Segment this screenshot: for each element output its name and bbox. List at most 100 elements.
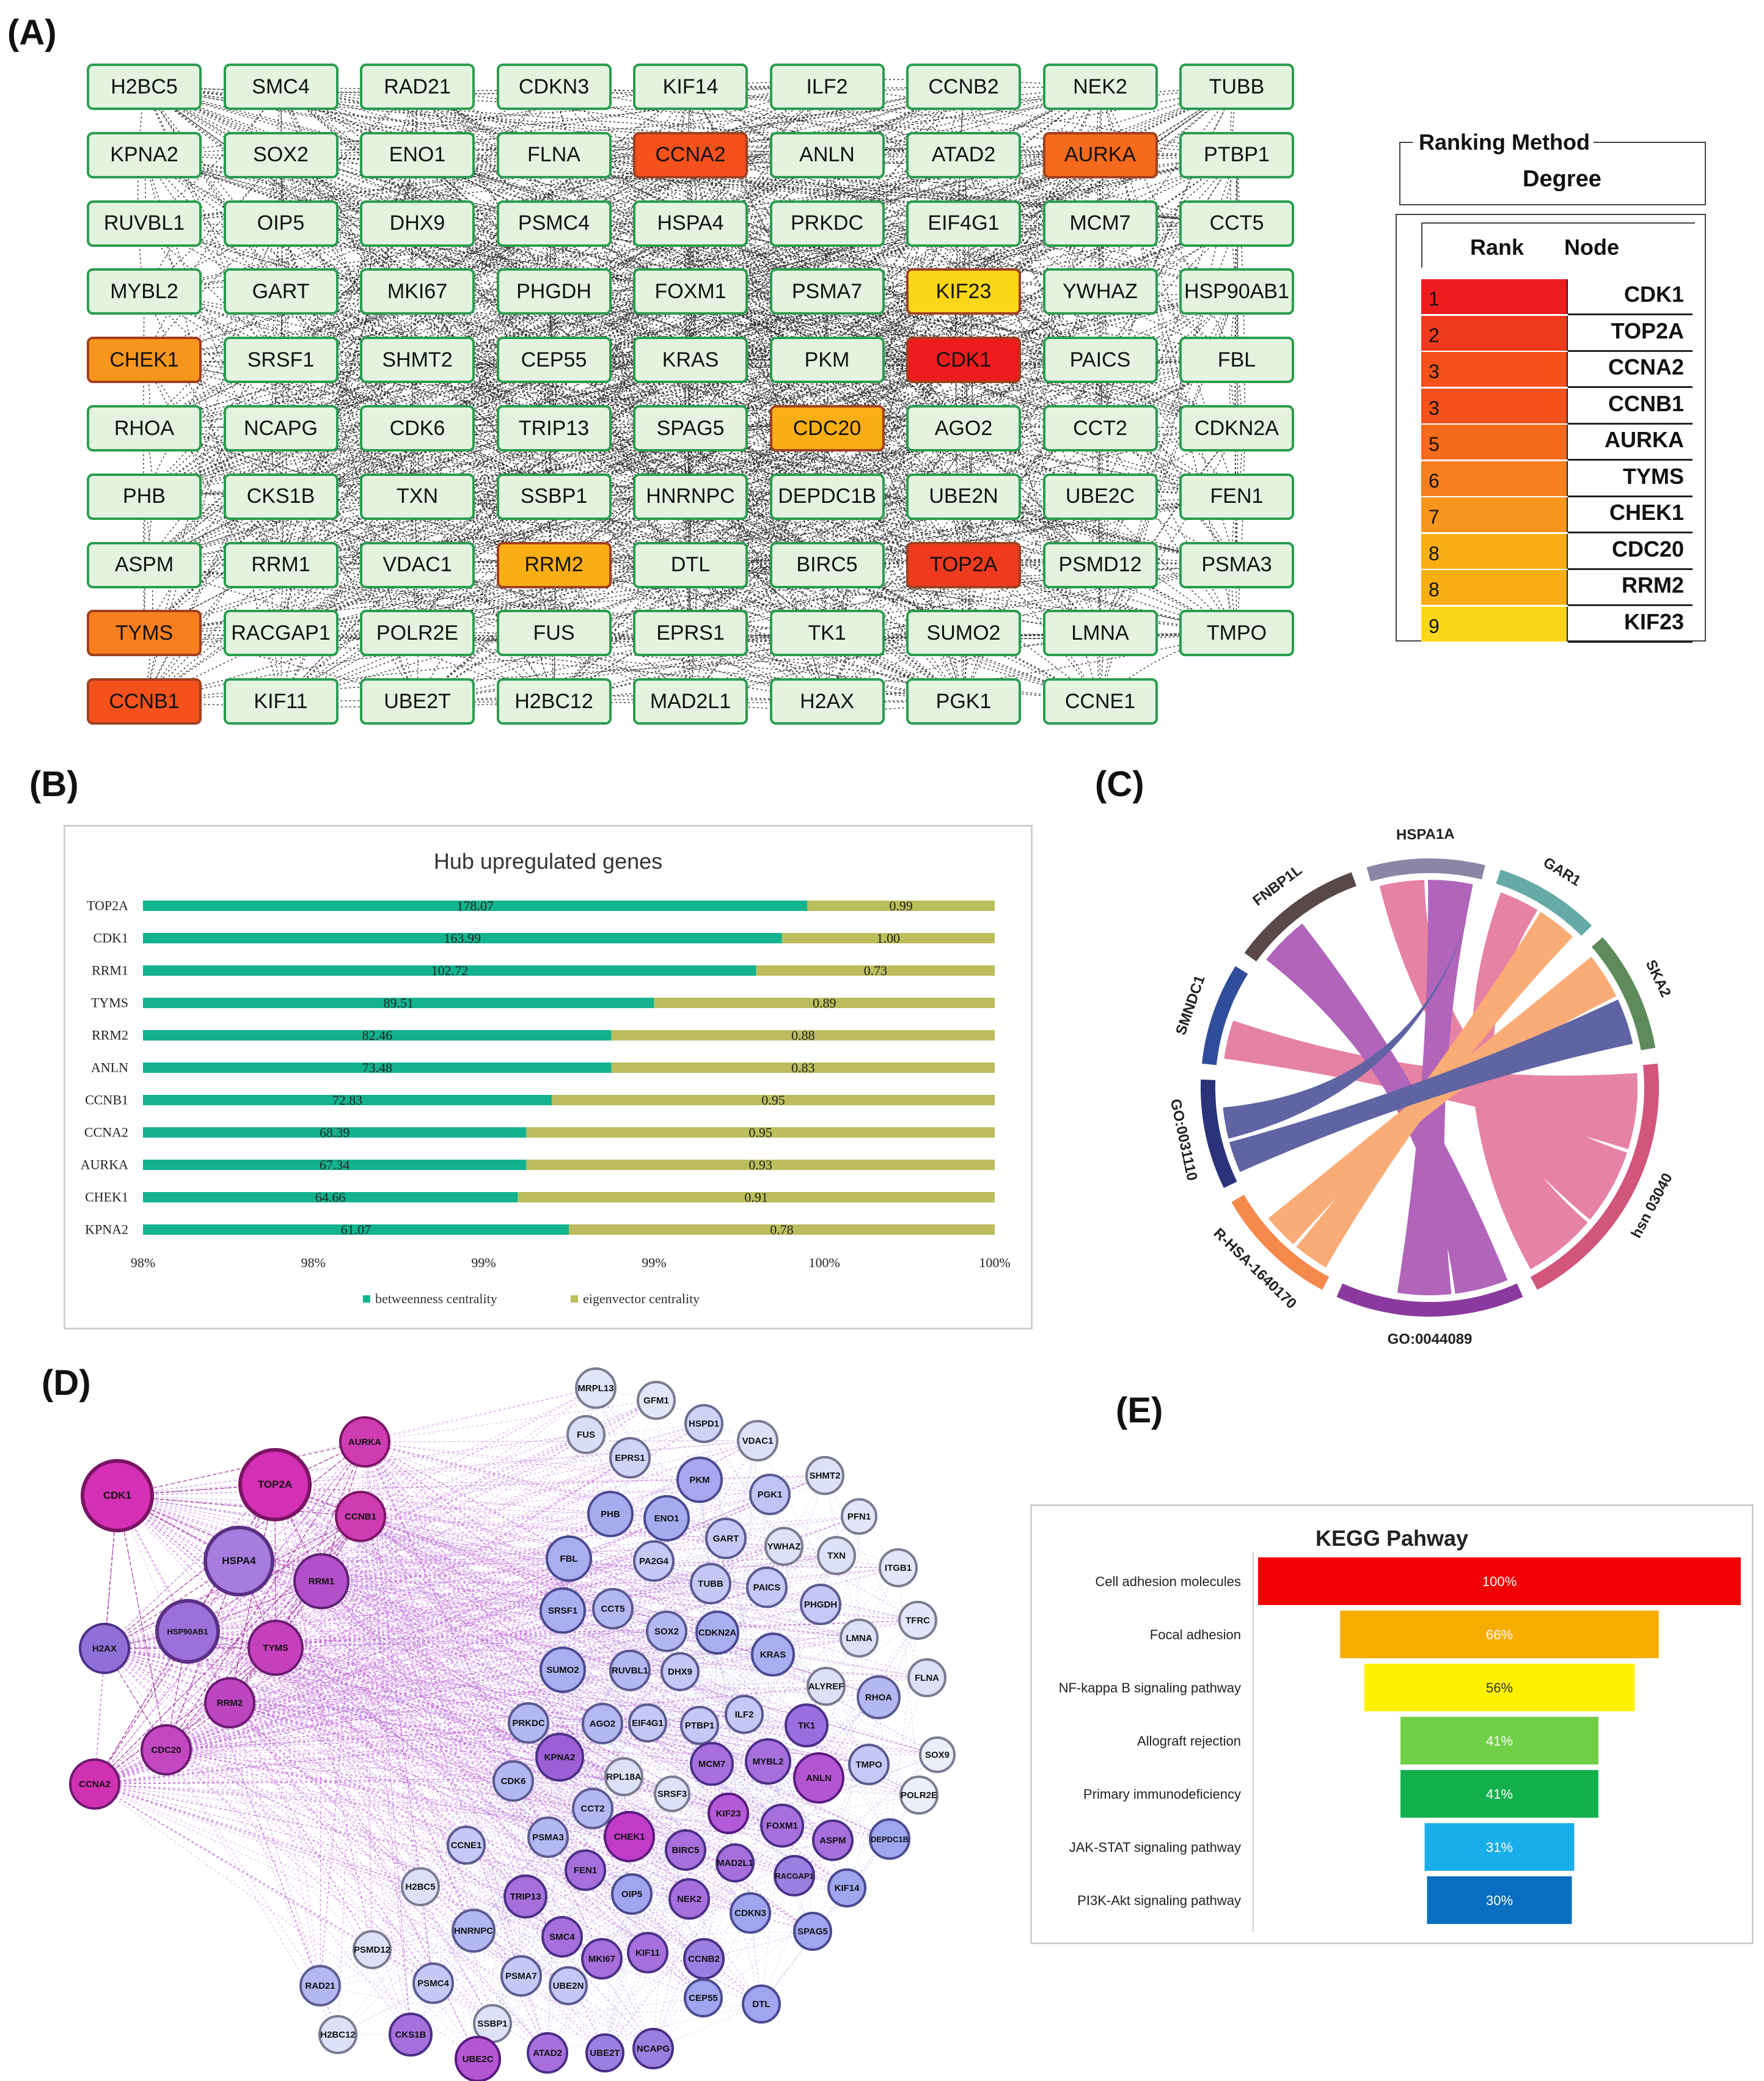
network-edge (187, 1516, 361, 1632)
network-edge (280, 359, 691, 702)
network-edge (117, 1495, 711, 1584)
network-node-ywhaz: YWHAZ (764, 1527, 803, 1566)
network-node-label: FBL (560, 1554, 577, 1564)
network-node-label: TOP2A (258, 1479, 292, 1490)
network-edge (229, 1702, 474, 1931)
network-edge (647, 1637, 860, 1724)
network-node-label: UBE2C (463, 2054, 494, 2065)
network-edge (321, 1423, 705, 1582)
gene-node-kif14: KIF14 (633, 64, 748, 110)
bar-eigenvector (611, 1062, 995, 1073)
network-edge (595, 1388, 726, 1539)
network-edge (554, 291, 1237, 497)
gene-node-cdkn3: CDKN3 (496, 64, 612, 110)
network-edge (371, 1896, 526, 1950)
gene-node-spag5: SPAG5 (633, 405, 748, 452)
network-edge (280, 86, 1100, 293)
network-edge (117, 1495, 785, 1547)
network-edge (321, 1581, 563, 1611)
network-edge (473, 1754, 938, 1931)
network-edge (280, 428, 418, 702)
funnel-value-label: 41% (1486, 1733, 1513, 1749)
network-edge (104, 1648, 411, 2035)
bar-betweenness (143, 965, 756, 976)
network-edge (595, 1388, 813, 1932)
network-edge (364, 1440, 758, 1443)
gene-node-kpna2: KPNA2 (87, 131, 202, 178)
network-edge (827, 223, 1237, 497)
network-edge (144, 359, 418, 634)
network-edge (275, 1475, 825, 1648)
network-edge (280, 155, 1237, 429)
network-edge (187, 1631, 928, 1678)
network-edge (417, 86, 555, 292)
network-edge (280, 222, 1100, 497)
network-edge (360, 1516, 421, 1887)
network-node-ncapg: NCAPG (632, 2028, 674, 2069)
rank-color-bar (1421, 461, 1568, 496)
network-node-label: CKS1B (395, 2030, 426, 2040)
network-edge (321, 1581, 783, 1826)
network-edge (104, 1400, 657, 1649)
gene-node-birc5: BIRC5 (769, 541, 885, 588)
network-edge (280, 86, 418, 360)
network-edge (274, 1484, 560, 1758)
network-edge (690, 155, 1101, 702)
network-edge (690, 86, 697, 360)
network-edge (601, 1697, 879, 1959)
network-edge (1098, 360, 1101, 565)
network-edge (280, 428, 418, 702)
network-edge (827, 496, 1237, 566)
network-node-fen1: FEN1 (565, 1849, 606, 1891)
network-node-h2ax: H2AX (79, 1623, 130, 1674)
network-edge (275, 1457, 631, 1648)
network-node-mki67: MKI67 (581, 1938, 623, 1980)
network-node-label: CCT2 (580, 1804, 604, 1814)
gene-node-fbl: FBL (1179, 337, 1294, 384)
network-edge (410, 1388, 596, 2035)
network-edge (144, 155, 691, 429)
network-edge (280, 155, 691, 566)
network-edge (371, 1949, 654, 2049)
network-edge (117, 1434, 587, 1496)
network-edge (411, 291, 418, 634)
network-edge (602, 1686, 827, 1724)
network-edge (417, 222, 1100, 429)
network-node-txn: TXN (817, 1536, 856, 1575)
panel-label-a: (A) (7, 13, 57, 53)
network-edge (94, 1783, 421, 1887)
network-edge (144, 222, 1100, 497)
bar-label-eigenvector: 0.83 (791, 1060, 815, 1075)
rank-value: 2 (1429, 324, 1440, 346)
panelB-frame (64, 825, 1033, 1329)
gene-node-eif4g1: EIF4G1 (906, 200, 1021, 247)
category-label: KPNA2 (85, 1222, 128, 1237)
network-node-label: ASPM (819, 1835, 846, 1846)
network-edge (554, 428, 964, 566)
network-edge (117, 1495, 529, 1724)
bar-betweenness (143, 1095, 552, 1105)
network-edge (554, 428, 827, 634)
network-node-depdc1b: DEPDC1B (869, 1818, 910, 1860)
network-node-kif11: KIF11 (627, 1932, 668, 1973)
network-edge (166, 1749, 602, 1959)
gene-node-eprs1: EPRS1 (633, 610, 748, 657)
funnel-value-label: 31% (1486, 1840, 1513, 1855)
network-node-label: UBE2T (590, 2048, 620, 2058)
network-edge (187, 1631, 339, 2035)
gene-node-psmd12: PSMD12 (1042, 541, 1158, 588)
network-edge (1099, 428, 1237, 634)
network-edge (963, 360, 970, 565)
network-edge (280, 86, 554, 292)
network-edge (1100, 488, 1237, 497)
network-edge (144, 359, 418, 702)
legend-label: betweenness centrality (375, 1291, 497, 1306)
network-edge (371, 1764, 869, 1950)
gene-node-ccnb2: CCNB2 (906, 64, 1021, 110)
network-node-hspa4: HSPA4 (203, 1526, 274, 1596)
network-edge (144, 86, 827, 360)
network-edge (604, 1893, 632, 2054)
network-edge (364, 1441, 700, 1480)
gene-node-ube2t: UBE2T (360, 678, 475, 725)
network-edge (166, 1749, 526, 1897)
